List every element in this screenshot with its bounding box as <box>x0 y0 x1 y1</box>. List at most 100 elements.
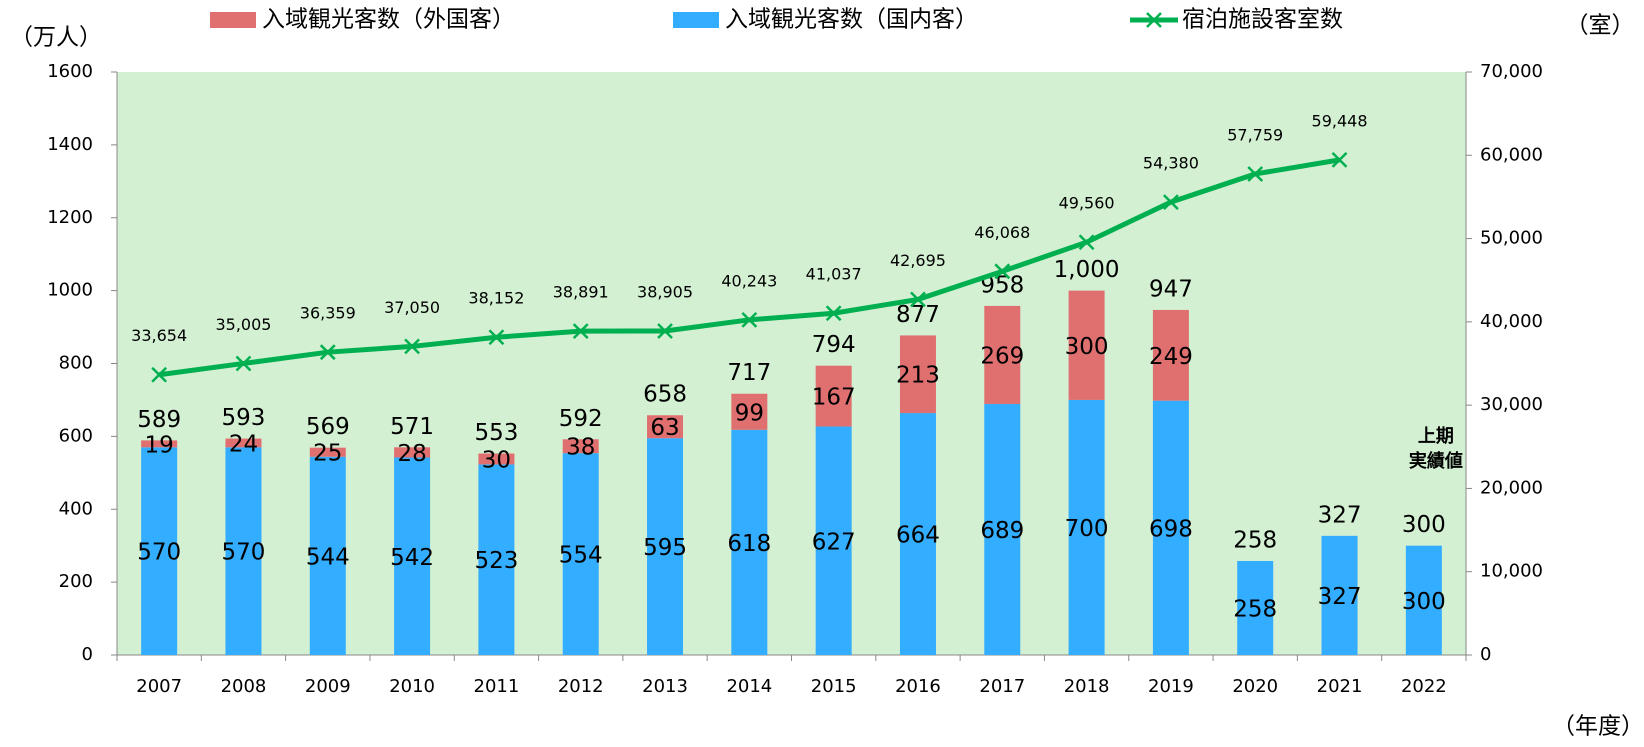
x-tick-label: 2018 <box>1064 676 1110 697</box>
bar-value-label: 258 <box>1233 596 1277 622</box>
y2-tick-label: 50,000 <box>1480 228 1543 249</box>
y2-tick-label: 30,000 <box>1480 394 1543 415</box>
line-marker <box>488 329 505 346</box>
bar <box>478 464 515 655</box>
bar <box>899 335 936 414</box>
y2-tick-label: 20,000 <box>1480 477 1543 498</box>
bar-value-label: 327 <box>1318 584 1362 610</box>
bar-value-label: 213 <box>896 363 940 389</box>
bar-value-label: 595 <box>643 535 687 561</box>
bar <box>562 439 599 454</box>
bar <box>141 447 178 655</box>
line-value-label: 35,005 <box>215 315 271 334</box>
x-tick-label: 2012 <box>558 676 604 697</box>
x-tick-label: 2011 <box>474 676 520 697</box>
bar-value-label: 554 <box>559 543 603 569</box>
y2-axis-label: （室） <box>1566 13 1635 39</box>
bar-value-label: 570 <box>137 540 181 566</box>
bar-value-label: 63 <box>650 415 679 441</box>
y-tick-label: 200 <box>59 571 93 592</box>
bar-value-label: 300 <box>1065 334 1109 360</box>
bar-value-label: 28 <box>397 441 426 467</box>
total-label: 258 <box>1233 527 1277 553</box>
bar <box>225 438 262 448</box>
line-value-label: 42,695 <box>890 251 946 270</box>
bar <box>647 438 684 655</box>
y-tick-label: 600 <box>59 425 93 446</box>
y-tick-label: 1400 <box>47 134 93 155</box>
bar <box>394 457 431 655</box>
x-tick-label: 2019 <box>1148 676 1194 697</box>
bar <box>562 453 599 655</box>
bar-value-label: 618 <box>727 531 771 557</box>
total-label: 1,000 <box>1054 257 1120 283</box>
bar-value-label: 627 <box>812 529 856 555</box>
line-value-label: 38,152 <box>468 289 524 308</box>
x-tick-label: 2022 <box>1401 676 1447 697</box>
y2-tick-label: 10,000 <box>1480 561 1543 582</box>
x-tick-label: 2021 <box>1317 676 1363 697</box>
annotation: 上期実績値 <box>1409 426 1463 472</box>
bar <box>1152 400 1189 655</box>
bar <box>1152 309 1189 401</box>
total-label: 571 <box>390 414 434 440</box>
legend-marker <box>1146 12 1162 28</box>
bar-value-label: 25 <box>313 441 342 467</box>
bar-value-label: 664 <box>896 523 940 549</box>
bar-value-label: 24 <box>229 431 258 457</box>
legend-label: 入域観光客数（外国客） <box>262 7 515 33</box>
total-label: 794 <box>812 332 856 358</box>
bar-value-label: 38 <box>566 435 595 461</box>
y-tick-label: 400 <box>59 498 93 519</box>
bar <box>731 429 768 655</box>
legend-swatch <box>673 12 719 28</box>
x-tick-label: 2017 <box>979 676 1025 697</box>
bar <box>1321 535 1358 655</box>
x-tick-label: 2010 <box>389 676 435 697</box>
bar <box>309 447 346 457</box>
x-tick-label: 2016 <box>895 676 941 697</box>
bar-value-label: 30 <box>482 447 511 473</box>
line-marker <box>741 311 758 328</box>
y-tick-label: 1200 <box>47 207 93 228</box>
bar <box>1068 290 1105 400</box>
y-axis-label: （万人） <box>10 25 102 51</box>
y2-tick-label: 70,000 <box>1480 61 1543 82</box>
line-marker <box>235 355 252 372</box>
x-tick-label: 2015 <box>811 676 857 697</box>
bar <box>478 453 515 465</box>
line-value-label: 38,905 <box>637 282 693 301</box>
x-axis-label: （年度） <box>1552 714 1644 740</box>
line-marker <box>572 323 589 339</box>
line-value-label: 36,359 <box>300 304 356 323</box>
bar-value-label: 700 <box>1065 516 1109 542</box>
line-value-label: 59,448 <box>1312 111 1368 130</box>
bar <box>394 447 431 458</box>
y-tick-label: 1000 <box>47 280 93 301</box>
total-label: 589 <box>137 407 181 433</box>
x-tick-label: 2008 <box>221 676 267 697</box>
line-marker <box>1163 194 1179 210</box>
line-marker <box>319 344 336 361</box>
bar-value-label: 249 <box>1149 344 1193 370</box>
bar <box>1068 399 1105 655</box>
line-value-label: 57,759 <box>1227 125 1283 144</box>
line-marker <box>151 366 168 383</box>
total-label: 947 <box>1149 276 1193 302</box>
line-value-label: 46,068 <box>974 223 1030 242</box>
line-value-label: 41,037 <box>806 265 862 284</box>
y2-tick-label: 60,000 <box>1480 144 1543 165</box>
bar <box>815 426 852 655</box>
bar <box>1237 560 1274 655</box>
line-value-label: 37,050 <box>384 298 440 317</box>
total-label: 300 <box>1402 512 1446 538</box>
annotation-line: 実績値 <box>1409 450 1463 472</box>
x-tick-label: 2009 <box>305 676 351 697</box>
total-label: 553 <box>474 420 518 446</box>
y-tick-label: 800 <box>59 353 93 374</box>
bar-value-label: 300 <box>1402 589 1446 615</box>
y2-tick-label: 40,000 <box>1480 311 1543 332</box>
y-tick-label: 1600 <box>47 61 93 82</box>
bar-value-label: 542 <box>390 545 434 571</box>
line-value-label: 33,654 <box>131 326 187 345</box>
